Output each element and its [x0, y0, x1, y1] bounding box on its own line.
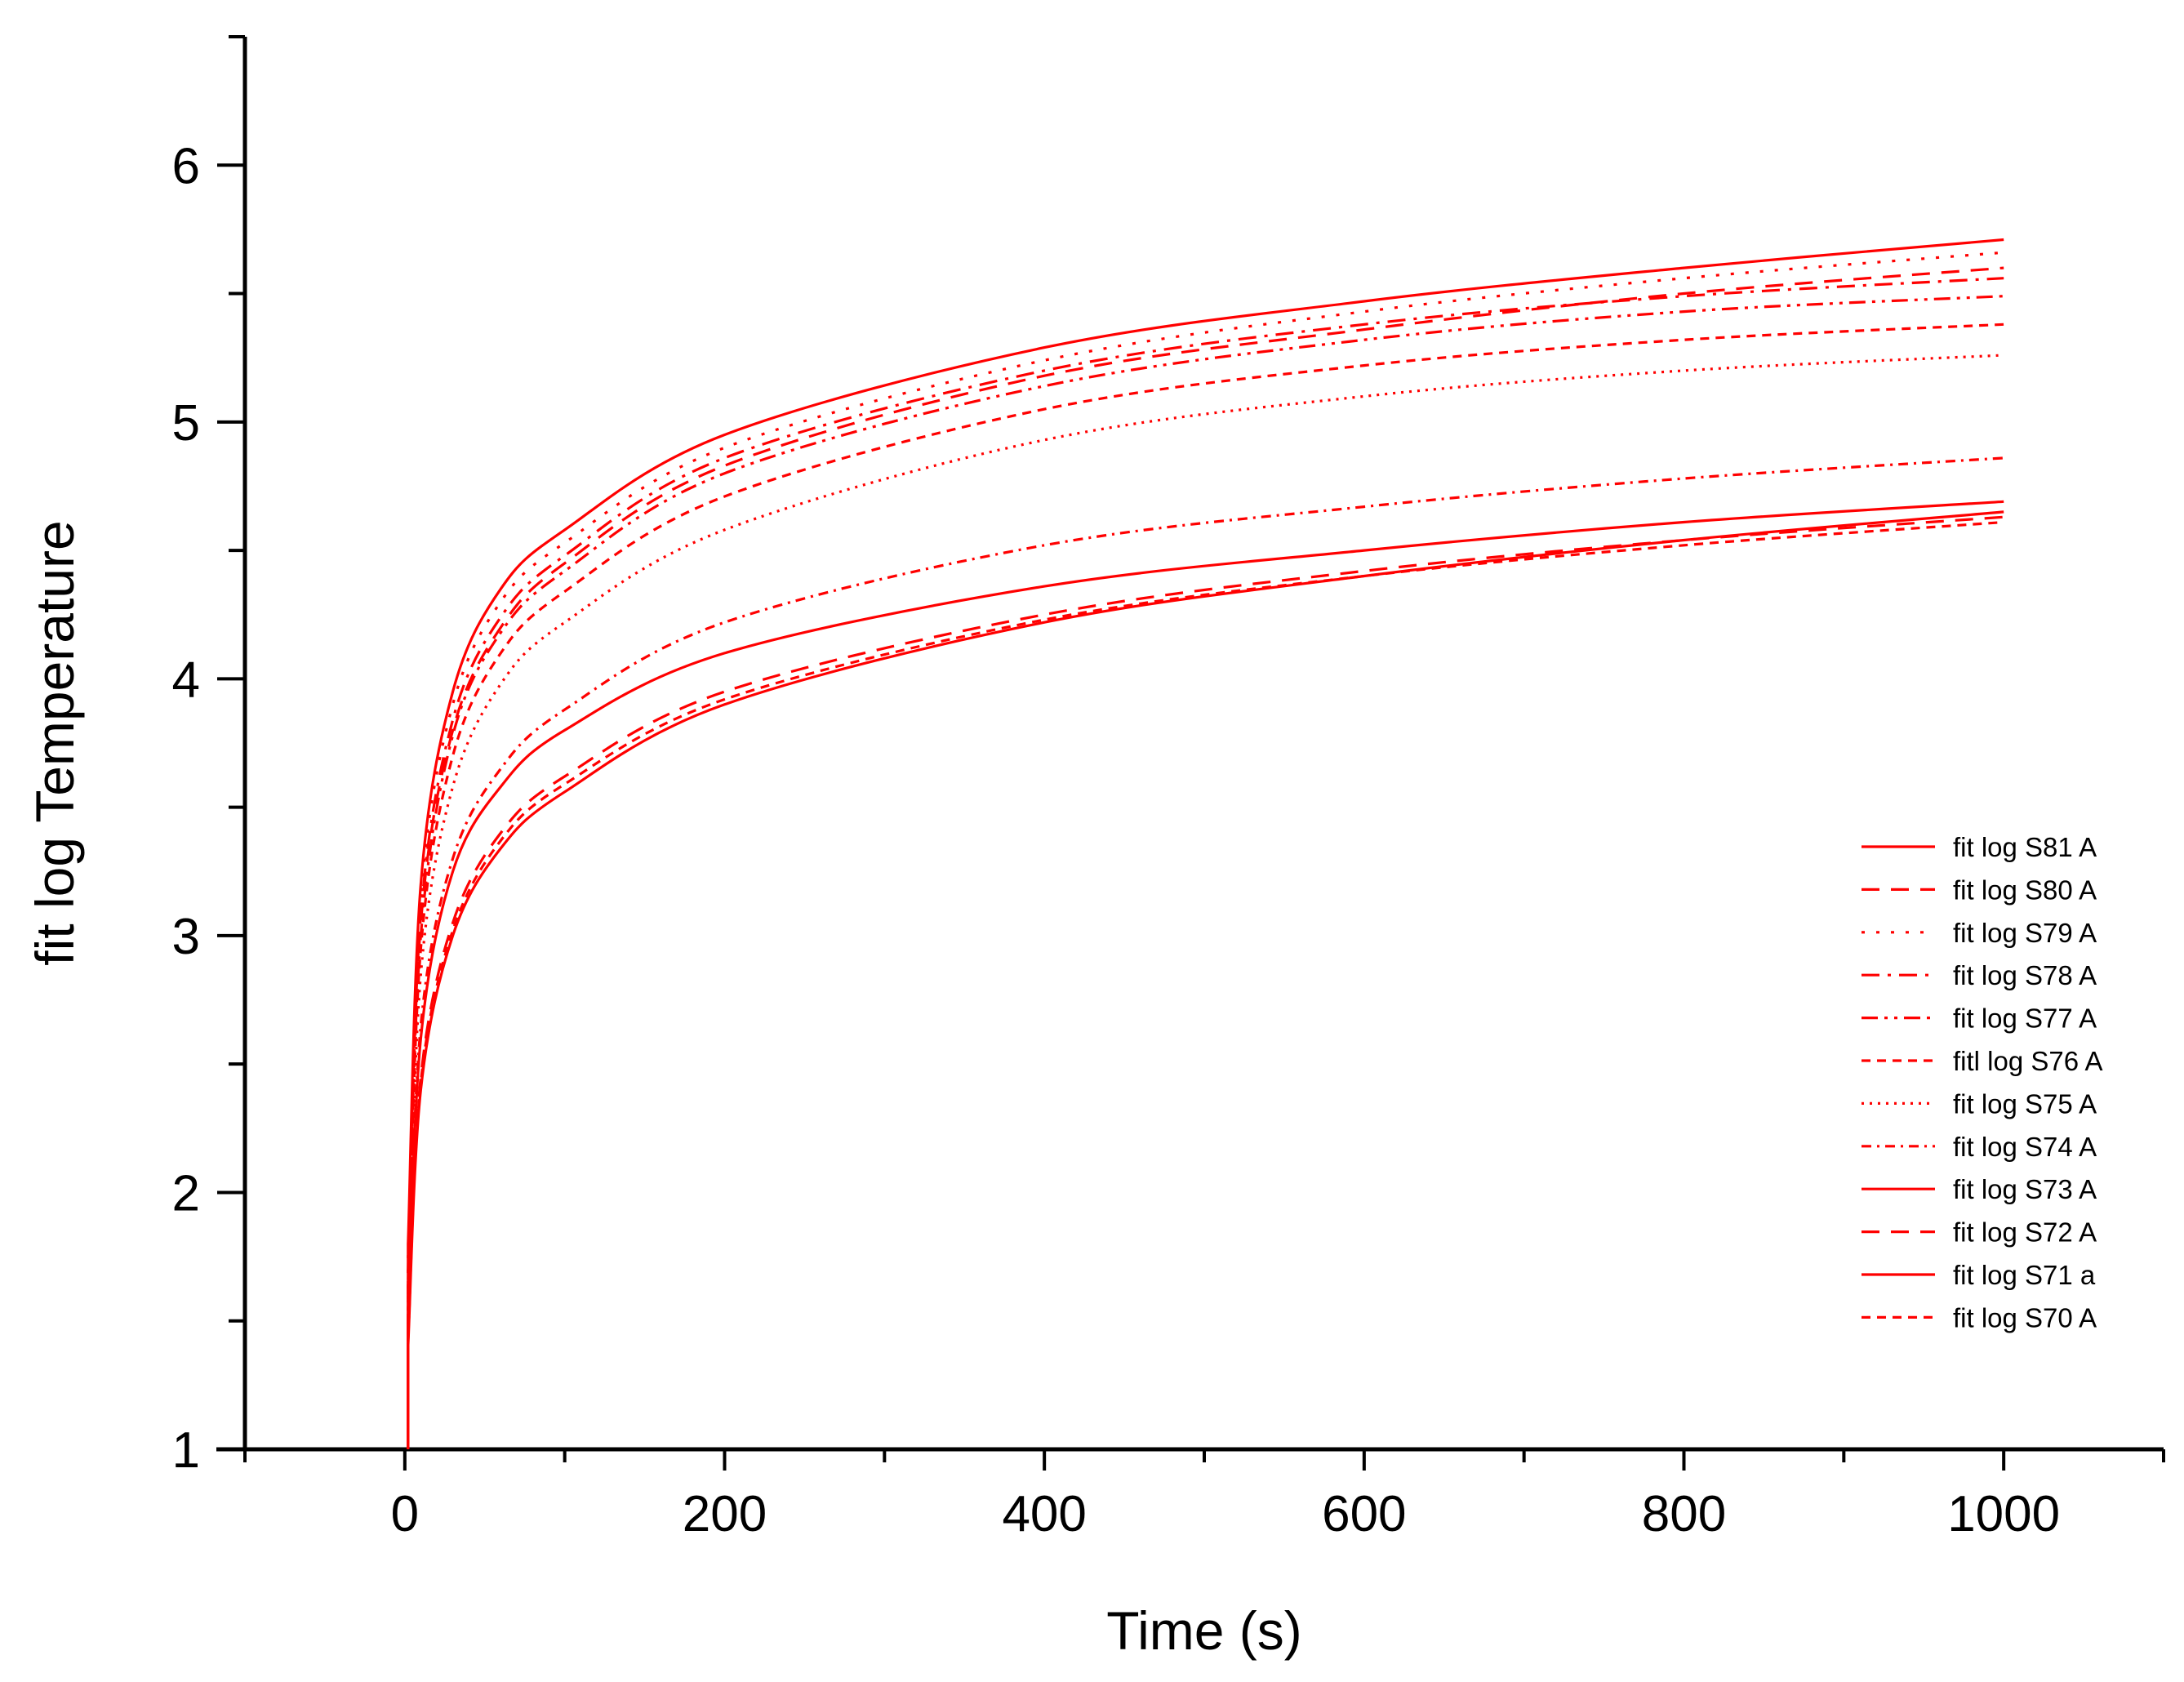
series-line-10	[407, 510, 2004, 1449]
legend-label: fit log S70 A	[1953, 1302, 2097, 1333]
series-line-4	[407, 295, 2004, 1449]
axes	[216, 37, 2164, 1452]
series-line-2	[407, 251, 2004, 1449]
legend-label: fit log S77 A	[1953, 1003, 2097, 1034]
series-line-0	[407, 238, 2004, 1449]
legend-label: fit log S72 A	[1953, 1217, 2097, 1248]
series-line-11	[407, 520, 2004, 1449]
x-tick-label: 0	[391, 1486, 419, 1542]
legend-label: fit log S80 A	[1953, 874, 2097, 905]
series-line-7	[407, 456, 2004, 1449]
y-axis-title: fit log Temperature	[24, 520, 85, 965]
series-line-1	[407, 266, 2004, 1449]
y-tick-label: 4	[172, 652, 200, 708]
legend-label: fit log S74 A	[1953, 1132, 2097, 1162]
series-line-6	[407, 354, 2004, 1449]
y-tick-label: 3	[172, 909, 200, 965]
legend-label: fit log S78 A	[1953, 960, 2097, 990]
y-tick-label: 6	[172, 138, 200, 194]
legend-label: fit log S71 a	[1953, 1260, 2096, 1290]
x-tick-label: 400	[1002, 1486, 1086, 1542]
legend-label: fit log S81 A	[1953, 832, 2097, 862]
legend-label: fit log S75 A	[1953, 1088, 2097, 1119]
legend-label: fit log S73 A	[1953, 1174, 2097, 1204]
y-tick-label: 2	[172, 1165, 200, 1221]
legend-label: fitl log S76 A	[1953, 1046, 2102, 1076]
x-axis-title: Time (s)	[1106, 1600, 1302, 1661]
x-tick-label: 800	[1642, 1486, 1726, 1542]
x-ticks: 0 200 400 600 800 1000	[243, 1449, 2165, 1542]
x-tick-label: 600	[1322, 1486, 1406, 1542]
legend-label: fit log S79 A	[1953, 918, 2097, 948]
y-ticks: 1 2 3 4 5 6	[172, 35, 245, 1479]
series-line-5	[407, 323, 2004, 1449]
series-line-3	[407, 277, 2004, 1449]
series-layer	[407, 238, 2004, 1449]
series-line-8	[407, 500, 2004, 1449]
x-tick-label: 200	[683, 1486, 767, 1542]
x-tick-label: 1000	[1947, 1486, 2060, 1542]
y-tick-label: 1	[172, 1422, 200, 1479]
legend: fit log S81 A fit log S80 A fit log S79 A f…	[1862, 832, 2102, 1333]
y-tick-label: 5	[172, 395, 200, 452]
